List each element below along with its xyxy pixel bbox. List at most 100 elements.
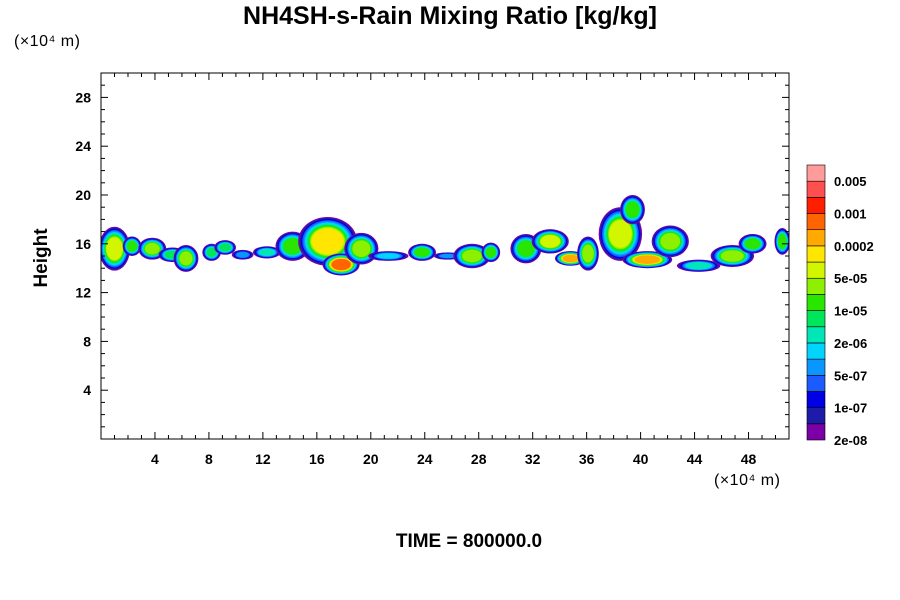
contour-cell	[122, 236, 142, 256]
contour-level	[608, 220, 632, 248]
x-tick-label: 20	[363, 451, 379, 467]
contour-level	[331, 259, 351, 271]
contour-level	[660, 233, 681, 250]
contour-cell	[710, 245, 755, 267]
y-tick-label: 20	[75, 187, 91, 203]
colorbar-swatch	[806, 229, 826, 247]
contour-cell	[774, 227, 789, 255]
x-tick-label: 4	[151, 451, 159, 467]
contour-level	[517, 240, 535, 257]
y-tick-label: 28	[75, 89, 91, 105]
contour-level	[312, 228, 344, 254]
colorbar-swatch	[806, 180, 826, 198]
contour-level	[462, 249, 482, 263]
contour-level	[634, 255, 661, 264]
contour-cell	[173, 245, 199, 272]
colorbar-swatch	[806, 391, 826, 408]
contour-level	[582, 244, 594, 263]
colorbar-swatch	[806, 342, 826, 360]
y-tick-label: 4	[83, 382, 91, 398]
x-tick-label: 48	[741, 451, 757, 467]
colorbar-label: 5e-05	[834, 271, 867, 286]
contour-level	[745, 238, 761, 249]
contour-cell	[408, 243, 437, 261]
colorbar-swatch	[806, 294, 826, 311]
colorbar-swatch	[806, 423, 826, 441]
colorbar-label: 2e-08	[834, 433, 867, 448]
contour-cell	[531, 229, 569, 254]
contour-level	[106, 237, 123, 261]
contour-cell	[214, 240, 236, 255]
colorbar-label: 2e-06	[834, 336, 867, 351]
x-tick-label: 12	[255, 451, 271, 467]
contour-level	[352, 240, 371, 257]
colorbar-swatch	[806, 261, 826, 279]
contour-cell	[453, 243, 491, 269]
colorbar-swatch	[806, 277, 826, 295]
colorbar-swatch	[806, 407, 826, 425]
contour-cell	[368, 251, 409, 261]
contour-cell	[651, 225, 689, 258]
contour-cell	[676, 259, 721, 272]
x-tick-label: 24	[417, 451, 433, 467]
contour-level	[414, 247, 430, 257]
contour-level	[144, 242, 160, 255]
contour-level	[259, 248, 275, 256]
contour-level	[283, 238, 302, 255]
y-tick-label: 16	[75, 236, 91, 252]
contour-cell	[231, 249, 254, 260]
contour-cell	[577, 236, 599, 271]
contour-level	[720, 250, 744, 262]
x-tick-label: 8	[205, 451, 213, 467]
x-tick-label: 16	[309, 451, 325, 467]
colorbar-label: 0.005	[834, 174, 867, 189]
colorbar-swatch	[806, 310, 826, 328]
contour-cell	[481, 242, 501, 263]
y-axis-label: Height	[31, 228, 52, 288]
x-axis-unit: (×10⁴ m)	[714, 472, 781, 489]
contour-level	[540, 235, 561, 248]
colorbar-swatch	[806, 213, 826, 231]
contour-fill	[101, 195, 789, 276]
x-tick-label: 36	[579, 451, 595, 467]
colorbar-label: 0.0002	[834, 239, 874, 254]
contour-level	[562, 254, 579, 263]
colorbar: 0.005 0.001 0.0002 5e-05 1e-05 2e-06 5e-07 1e-0…	[806, 164, 874, 448]
contour-cell	[598, 207, 643, 261]
colorbar-swatch	[806, 197, 826, 214]
contour-cell	[101, 226, 130, 271]
y-axis-unit: (×10⁴ m)	[14, 33, 81, 50]
x-tick-label: 28	[471, 451, 487, 467]
y-tick-label: 12	[75, 285, 91, 301]
contour-level	[778, 234, 787, 249]
contour-level	[236, 251, 249, 258]
colorbar-swatch	[806, 326, 826, 344]
contour-level	[439, 253, 456, 259]
contour-level	[206, 247, 217, 257]
contour-level	[127, 241, 138, 252]
contour-cell	[298, 216, 358, 266]
colorbar-label: 5e-07	[834, 368, 867, 383]
colorbar-label: 1e-07	[834, 401, 867, 416]
contour-cell	[622, 251, 673, 269]
colorbar-swatch	[806, 245, 826, 263]
colorbar-swatch	[806, 164, 826, 182]
x-tick-label: 40	[633, 451, 649, 467]
chart-title: NH4SH-s-Rain Mixing Ratio [kg/kg]	[243, 2, 657, 30]
colorbar-label: 0.001	[834, 207, 867, 222]
y-tick-label: 24	[75, 138, 91, 154]
colorbar-swatch	[806, 358, 826, 376]
contour-cell	[252, 246, 281, 259]
colorbar-swatch	[806, 374, 826, 392]
time-label: TIME = 800000.0	[395, 531, 543, 552]
contour-cell	[738, 234, 767, 254]
contour-level	[625, 201, 640, 218]
contour-level	[376, 253, 400, 259]
y-tick-label: 8	[83, 333, 91, 349]
x-tick-label: 44	[687, 451, 703, 467]
contour-cell	[344, 232, 379, 265]
contour-level	[179, 251, 193, 266]
contour-level	[219, 243, 232, 252]
